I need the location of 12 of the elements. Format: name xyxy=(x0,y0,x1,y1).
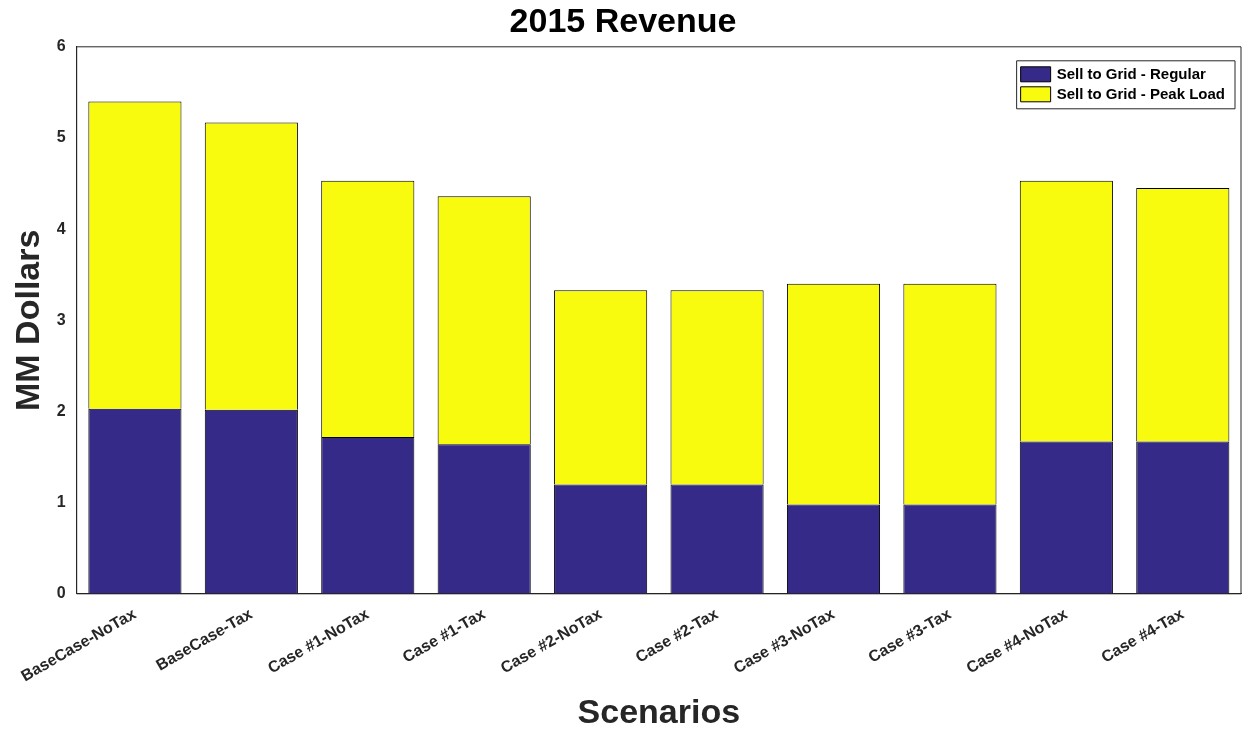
y-tick-label: 2 xyxy=(56,401,66,419)
y-tick-label: 5 xyxy=(56,128,66,146)
y-tick-label: 1 xyxy=(56,493,66,511)
legend-label: Sell to Grid - Regular xyxy=(1056,64,1206,82)
x-axis-title: Scenarios xyxy=(577,691,741,730)
y-tick-label: 6 xyxy=(56,37,66,55)
y-tick-label: 3 xyxy=(56,310,66,328)
legend-label: Sell to Grid - Peak Load xyxy=(1056,84,1226,102)
y-tick-label: 0 xyxy=(56,584,66,602)
chart-title: 2015 Revenue xyxy=(509,0,737,39)
y-tick-label: 4 xyxy=(56,219,66,237)
y-axis-title: MM Dollars xyxy=(7,229,46,411)
